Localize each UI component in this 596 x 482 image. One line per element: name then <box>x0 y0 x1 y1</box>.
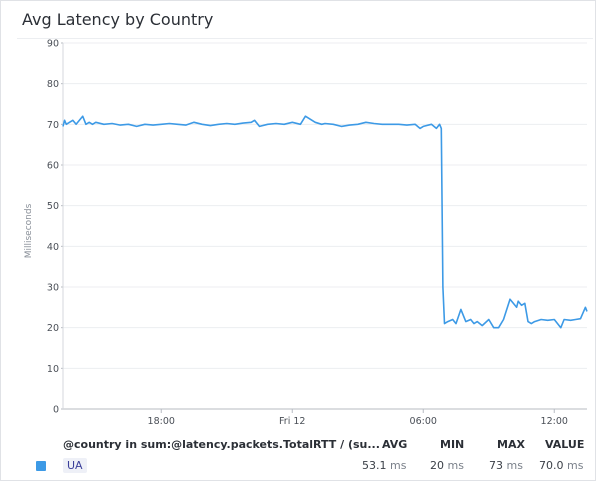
y-tick-label: 0 <box>53 405 59 416</box>
y-tick-label: 10 <box>47 364 59 375</box>
y-tick-label: 30 <box>47 283 59 294</box>
x-tick-label: Fri 12 <box>279 416 305 427</box>
max-unit: ms <box>506 459 523 472</box>
legend-avg-value: 53.1 ms <box>362 459 406 472</box>
avg-number: 53.1 <box>362 459 387 472</box>
avg-unit: ms <box>390 459 407 472</box>
legend-header-avg[interactable]: AVG <box>382 438 408 451</box>
y-tick-label: 20 <box>47 323 59 334</box>
min-unit: ms <box>447 459 464 472</box>
y-axis-label: Milliseconds <box>24 203 34 258</box>
y-tick-label: 50 <box>47 201 59 212</box>
title-divider <box>17 38 593 39</box>
legend-header-group[interactable]: @country in sum:@latency.packets.TotalRT… <box>63 438 380 451</box>
value-unit: ms <box>567 459 584 472</box>
legend-current-value: 70.0 ms <box>539 459 583 472</box>
series-color-swatch[interactable] <box>36 461 46 471</box>
chart-title: Avg Latency by Country <box>22 10 214 29</box>
legend-series-tag[interactable]: UA <box>63 458 87 473</box>
y-tick-label: 40 <box>47 242 59 253</box>
min-number: 20 <box>430 459 444 472</box>
series-line-ua <box>62 115 588 329</box>
y-tick-label: 70 <box>47 120 59 131</box>
x-tick-label: 06:00 <box>410 416 437 427</box>
legend-header-value[interactable]: VALUE <box>545 438 585 451</box>
y-tick-label: 80 <box>47 79 59 90</box>
legend-max-value: 73 ms <box>489 459 523 472</box>
max-number: 73 <box>489 459 503 472</box>
value-number: 70.0 <box>539 459 564 472</box>
y-tick-label: 90 <box>47 39 59 50</box>
y-tick-label: 60 <box>47 161 59 172</box>
legend-header-min[interactable]: MIN <box>440 438 465 451</box>
legend-header-max[interactable]: MAX <box>497 438 525 451</box>
x-tick-label: 12:00 <box>541 416 568 427</box>
legend-min-value: 20 ms <box>430 459 464 472</box>
x-tick-label: 18:00 <box>148 416 175 427</box>
